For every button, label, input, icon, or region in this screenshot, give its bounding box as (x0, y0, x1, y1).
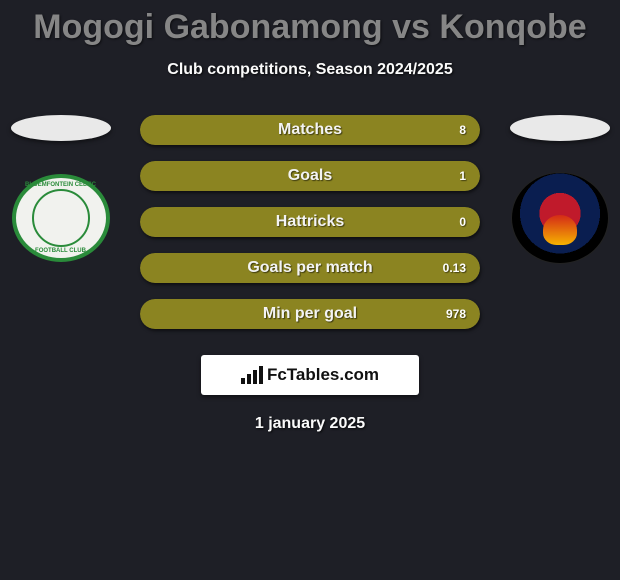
player2-club-badge (510, 173, 610, 263)
player2-column (507, 115, 612, 263)
player1-column: BLOEMFONTEIN CELTIC FOOTBALL CLUB (8, 115, 113, 263)
stat-label: Matches (278, 121, 342, 139)
stat-value-player2: 8 (459, 123, 466, 137)
bloemfontein-celtic-badge: BLOEMFONTEIN CELTIC FOOTBALL CLUB (12, 174, 110, 262)
player1-club-badge: BLOEMFONTEIN CELTIC FOOTBALL CLUB (11, 173, 111, 263)
stat-value-player2: 0 (459, 215, 466, 229)
date-label: 1 january 2025 (255, 415, 365, 433)
root: Mogogi Gabonamong vs Konqobe Club compet… (0, 0, 620, 433)
stat-label: Goals (288, 167, 332, 185)
bar-chart-icon (241, 366, 263, 384)
stats-list: Matches 8 Goals 1 Hattricks 0 Goals per match 0… (140, 115, 480, 345)
stat-label: Hattricks (276, 213, 344, 231)
stat-bar: Goals per match 0.13 (140, 253, 480, 283)
player1-avatar-placeholder (11, 115, 111, 141)
badge-inner-circle (32, 189, 90, 247)
logo-text: FcTables.com (267, 365, 379, 385)
stat-bar: Matches 8 (140, 115, 480, 145)
stat-value-player2: 0.13 (443, 261, 466, 275)
stat-value-player2: 978 (446, 307, 466, 321)
stat-value-player2: 1 (459, 169, 466, 183)
source-logo[interactable]: FcTables.com (201, 355, 419, 395)
stat-bar: Goals 1 (140, 161, 480, 191)
page-title: Mogogi Gabonamong vs Konqobe (0, 8, 620, 47)
stat-label: Min per goal (263, 305, 357, 323)
stat-bar: Hattricks 0 (140, 207, 480, 237)
comparison-row: BLOEMFONTEIN CELTIC FOOTBALL CLUB Matche… (0, 115, 620, 433)
player2-avatar-placeholder (510, 115, 610, 141)
badge-text-bottom: FOOTBALL CLUB (35, 248, 86, 254)
badge-flame-icon (543, 215, 577, 245)
chippa-united-badge (511, 172, 609, 264)
stat-label: Goals per match (247, 259, 372, 277)
badge-text-top: BLOEMFONTEIN CELTIC (25, 182, 96, 188)
stats-column: Matches 8 Goals 1 Hattricks 0 Goals per match 0… (113, 115, 507, 433)
subtitle: Club competitions, Season 2024/2025 (0, 61, 620, 79)
stat-bar: Min per goal 978 (140, 299, 480, 329)
